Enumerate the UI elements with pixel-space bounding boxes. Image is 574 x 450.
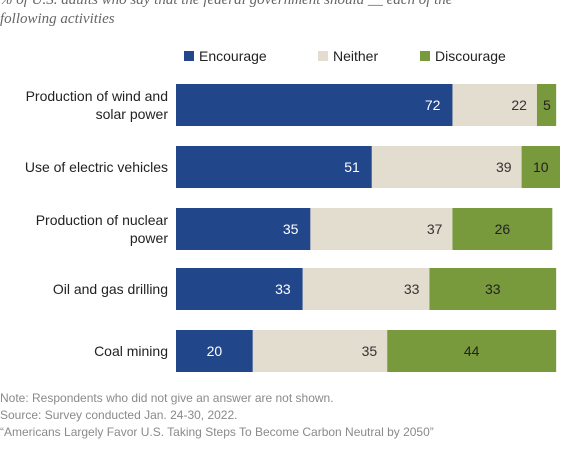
legend-swatch-discourage — [420, 51, 430, 61]
bar-segment-neither — [302, 268, 430, 310]
chart-notes: Note: Respondents who did not give an an… — [0, 390, 434, 441]
bar-segment-discourage — [429, 268, 557, 310]
legend-item-encourage: Encourage — [184, 48, 267, 64]
bar-segment-neither — [252, 330, 388, 372]
bar-segment-discourage — [452, 208, 553, 250]
bar-value-label: 51 — [344, 159, 360, 175]
category-label-line: Oil and gas drilling — [52, 281, 168, 297]
category-label: Production of wind and solar power — [0, 87, 168, 123]
bar-value-label: 39 — [496, 159, 512, 175]
bar-value-label: 72 — [424, 97, 441, 113]
subtitle-line-2: following activities — [0, 11, 115, 27]
legend-label-neither: Neither — [333, 48, 379, 64]
bar-value-label: 33 — [403, 281, 420, 297]
bar-segment-encourage — [176, 146, 372, 188]
category-label-line: Production of nuclear — [35, 212, 168, 228]
bar-value-label: 37 — [426, 221, 443, 237]
bar-segment-discourage — [536, 84, 557, 126]
bar-value-label: 5 — [543, 97, 551, 113]
bar-value-label: 44 — [463, 343, 480, 359]
bar-segment-discourage — [521, 146, 560, 188]
bar-value-label: 33 — [275, 281, 291, 297]
bar-segment-discourage — [387, 330, 557, 372]
report-title-text: “Americans Largely Favor U.S. Taking Ste… — [0, 425, 434, 439]
bar-segment-neither — [310, 208, 453, 250]
bar-segment-neither — [371, 146, 522, 188]
bar-value-label: 22 — [511, 97, 527, 113]
category-label: Coal mining — [0, 342, 168, 360]
bar-segment-encourage — [176, 268, 303, 310]
bar-segment-encourage — [176, 84, 453, 126]
legend-label-encourage: Encourage — [199, 48, 267, 64]
legend-item-neither: Neither — [318, 48, 378, 64]
category-label-line: power — [129, 230, 168, 246]
bar-value-label: 33 — [485, 281, 501, 297]
legend-label-discourage: Discourage — [435, 48, 506, 64]
legend-item-discourage: Discourage — [420, 48, 506, 64]
bar-value-label: 26 — [494, 221, 511, 237]
category-label: Production of nuclear power — [0, 211, 168, 247]
bar-value-label: 35 — [282, 221, 299, 237]
legend-swatch-neither — [318, 51, 328, 61]
bar-value-label: 20 — [206, 343, 223, 359]
bar-segment-encourage — [176, 330, 253, 372]
subtitle-line-1: % of U.S. adults who say that the federa… — [0, 0, 453, 8]
category-label-line: Use of electric vehicles — [24, 159, 168, 175]
note-text: Note: Respondents who did not give an an… — [0, 391, 334, 405]
source-text: Source: Survey conducted Jan. 24-30, 202… — [0, 408, 238, 422]
category-label-line: solar power — [95, 106, 168, 122]
category-label-line: Coal mining — [94, 343, 168, 359]
category-label-line: Production of wind and — [25, 88, 168, 104]
category-label: Oil and gas drilling — [0, 280, 168, 298]
bar-value-label: 10 — [533, 159, 549, 175]
bar-segment-neither — [452, 84, 537, 126]
bar-value-label: 35 — [361, 343, 378, 359]
bar-segment-encourage — [176, 208, 311, 250]
category-label: Use of electric vehicles — [0, 158, 168, 176]
legend-swatch-encourage — [184, 51, 194, 61]
